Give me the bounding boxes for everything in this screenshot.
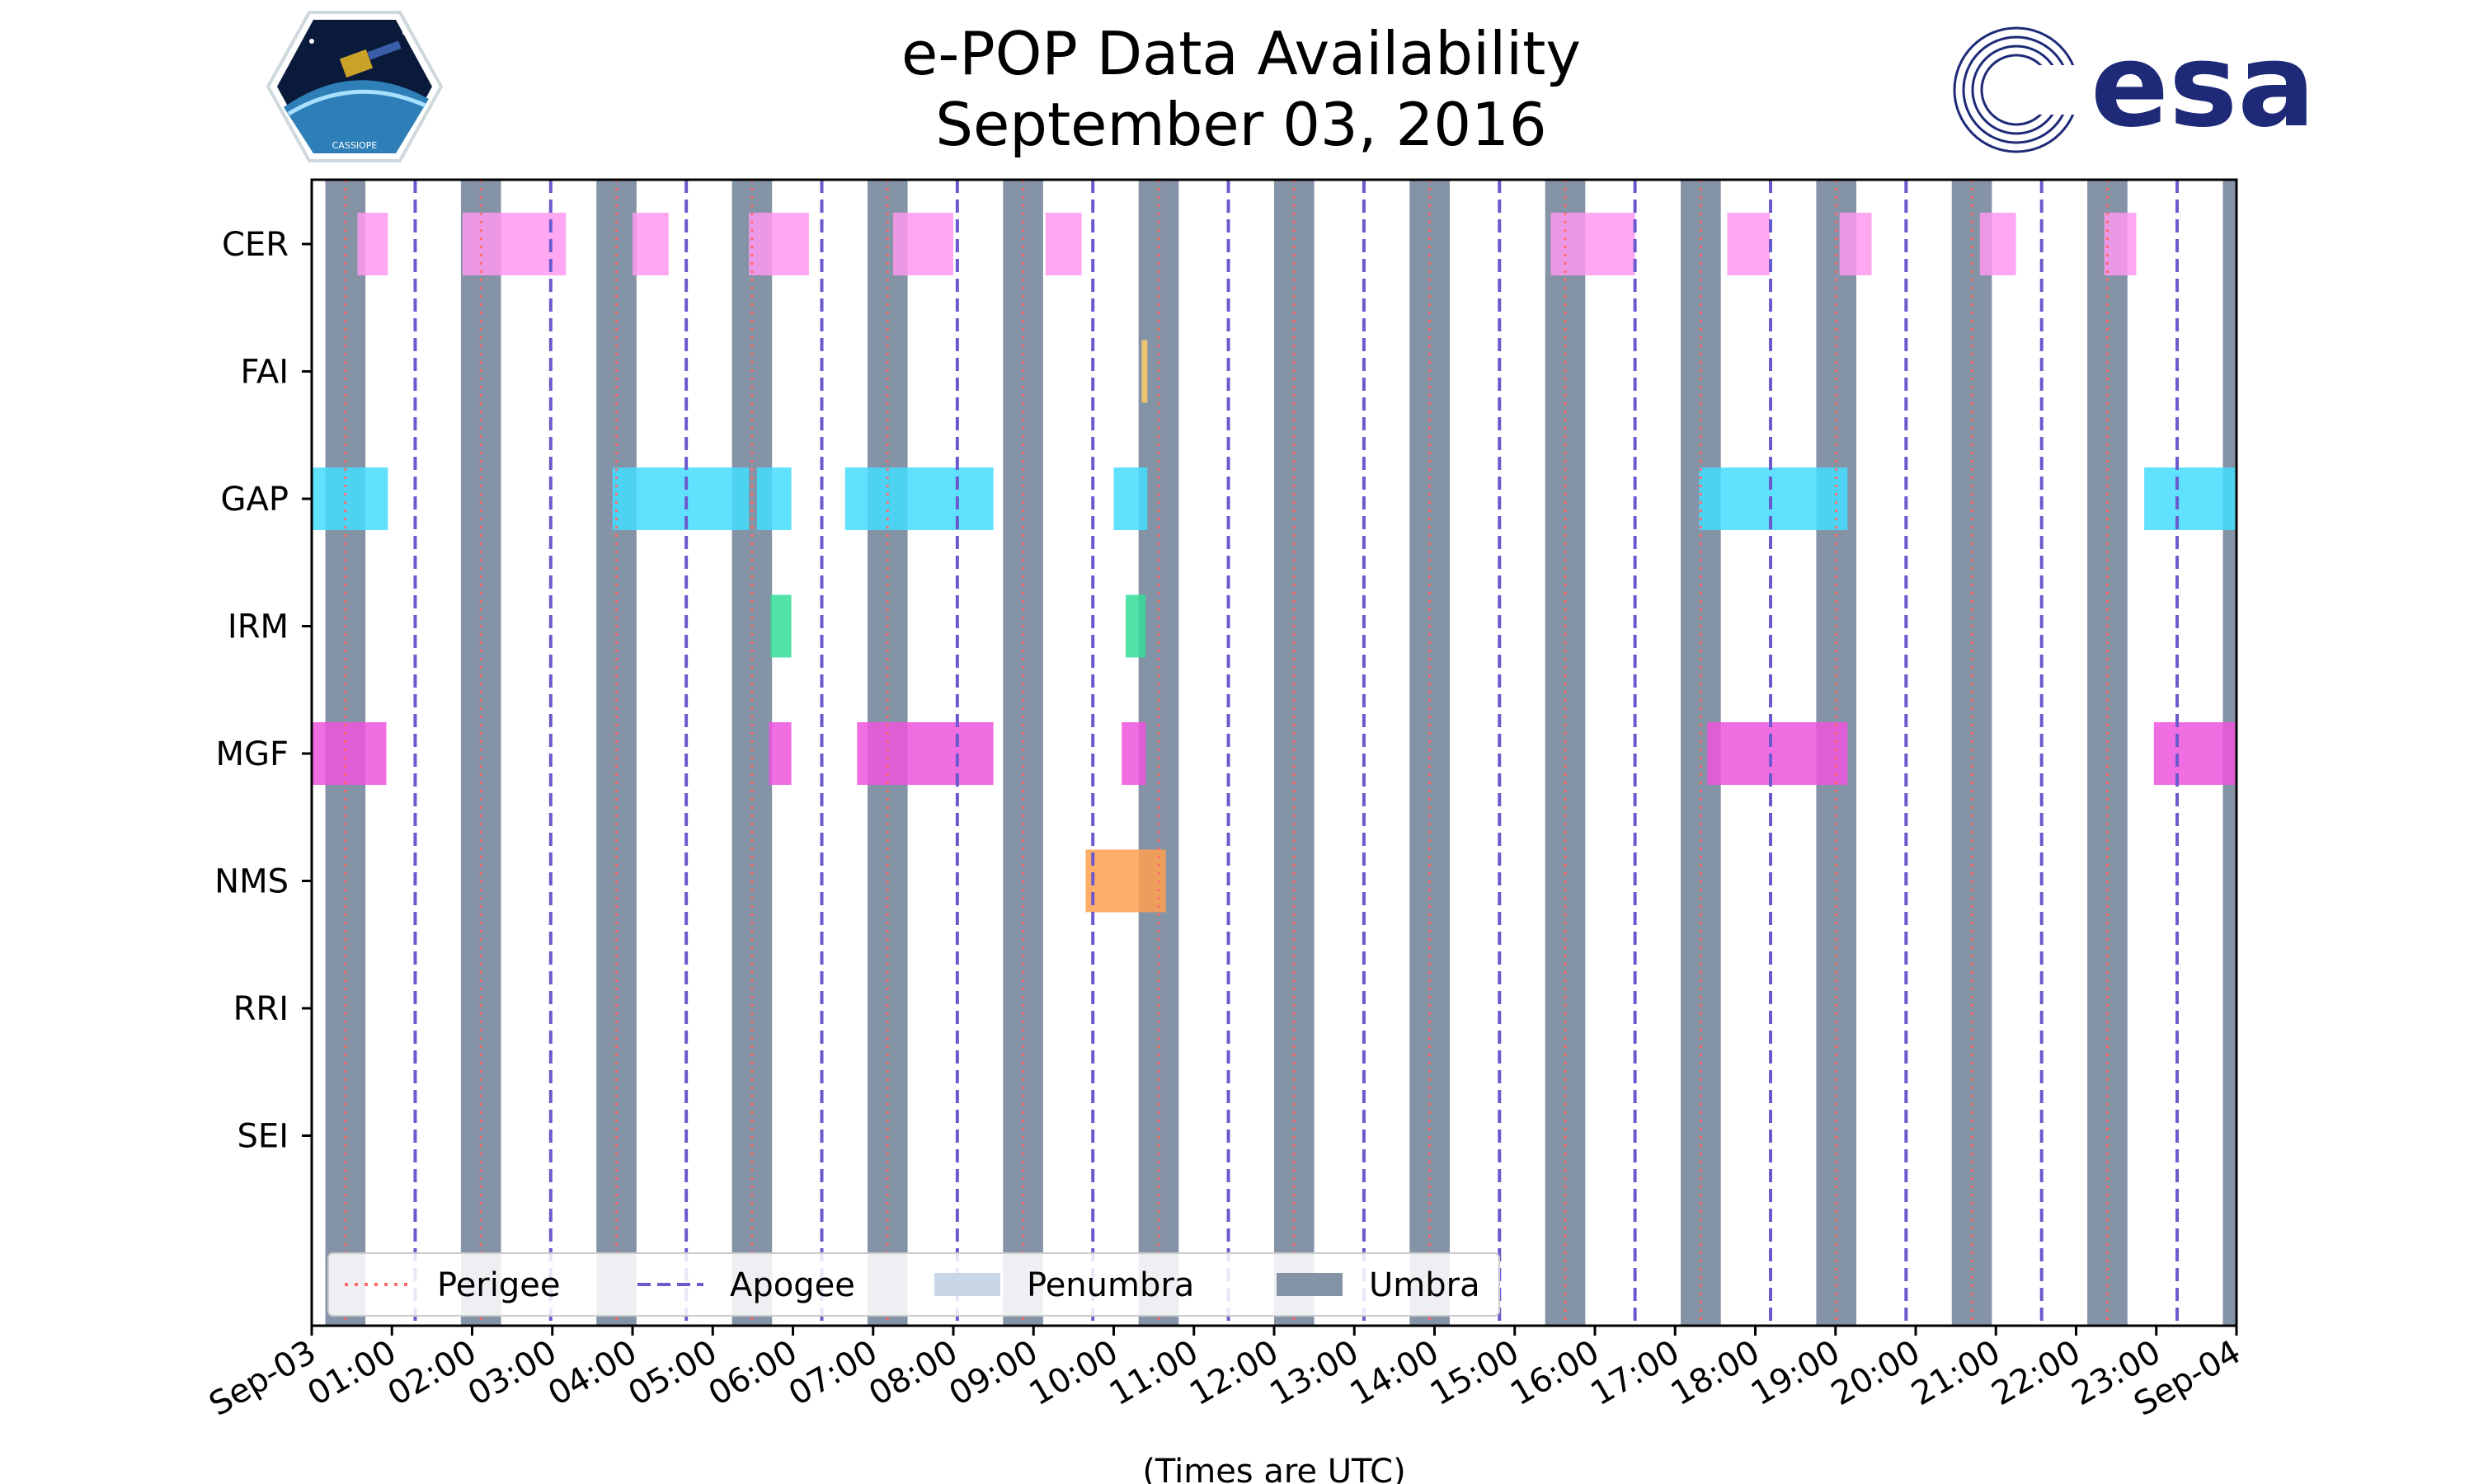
legend-label: Umbra: [1369, 1266, 1480, 1304]
x-tick-label: 17:00: [1584, 1333, 1686, 1413]
interval-nms: [1085, 849, 1166, 913]
x-tick-label: 21:00: [1905, 1333, 2006, 1413]
cassiope-logo-text: CASSIOPE: [332, 140, 378, 151]
x-tick-label: 09:00: [943, 1333, 1044, 1413]
interval-mgf: [1707, 722, 1848, 785]
interval-gap: [312, 467, 388, 530]
data-intervals: [312, 213, 2236, 913]
y-tick-label: CER: [222, 226, 289, 264]
chart-title: e-POP Data Availability September 03, 20…: [0, 18, 2474, 160]
x-tick-label: 05:00: [622, 1333, 723, 1413]
x-axis: Sep-0301:0002:0003:0004:0005:0006:0007:0…: [203, 1326, 2247, 1424]
interval-mgf: [312, 722, 387, 785]
x-tick-label: 20:00: [1825, 1333, 1926, 1413]
x-tick-label: 18:00: [1665, 1333, 1766, 1413]
legend-label: Apogee: [730, 1266, 855, 1304]
legend-penumbra-swatch: [934, 1273, 1000, 1296]
x-tick-label: 22:00: [1986, 1333, 2087, 1413]
chart-title-line1: e-POP Data Availability: [901, 19, 1581, 88]
interval-cer: [633, 213, 669, 275]
interval-mgf: [1122, 722, 1146, 785]
interval-gap: [1113, 467, 1148, 530]
x-tick-label: 02:00: [382, 1333, 483, 1413]
interval-cer: [1979, 213, 2016, 275]
interval-fai: [1141, 340, 1148, 403]
interval-gap: [612, 467, 750, 530]
x-axis-label: (Times are UTC): [1142, 1453, 1405, 1484]
y-axis: CER FAI GAP IRM MGF NMS RRI SEI: [214, 226, 312, 1156]
x-tick-label: 16:00: [1504, 1333, 1606, 1413]
legend-box: [327, 1252, 1500, 1317]
interval-cer: [1727, 213, 1771, 275]
y-tick-label: RRI: [233, 990, 289, 1028]
x-tick-label: 04:00: [542, 1333, 643, 1413]
x-tick-label: 07:00: [783, 1333, 884, 1413]
y-tick-label: FAI: [241, 354, 289, 392]
interval-cer: [893, 213, 953, 275]
x-tick-label: 06:00: [703, 1333, 804, 1413]
x-tick-label: 13:00: [1263, 1333, 1365, 1413]
interval-mgf: [769, 722, 792, 785]
legend[interactable]: Perigee Apogee Penumbra Umbra: [327, 1252, 1500, 1317]
interval-cer: [2104, 213, 2137, 275]
x-tick-label: 08:00: [863, 1333, 964, 1413]
x-tick-label: 10:00: [1023, 1333, 1125, 1413]
y-tick-label: NMS: [214, 863, 289, 901]
interval-gap: [1699, 467, 1848, 530]
legend-label: Penumbra: [1027, 1266, 1194, 1304]
interval-mgf: [2153, 722, 2236, 785]
x-tick-label: 15:00: [1424, 1333, 1526, 1413]
x-tick-label: 14:00: [1344, 1333, 1446, 1413]
interval-cer: [1550, 213, 1635, 275]
umbra-bands: [325, 180, 2236, 1326]
esa-logo-text: esa: [2091, 20, 2309, 153]
interval-cer: [1839, 213, 1872, 275]
esa-logo: esa: [1953, 20, 2309, 153]
x-tick-label: 19:00: [1745, 1333, 1846, 1413]
x-tick-label: 03:00: [462, 1333, 563, 1413]
legend-umbra-swatch: [1277, 1273, 1343, 1296]
orbit-lines: [344, 180, 2180, 1326]
chart-title-line2: September 03, 2016: [935, 90, 1547, 159]
interval-gap: [756, 467, 792, 530]
interval-cer: [749, 213, 809, 275]
x-tick-label: 11:00: [1103, 1333, 1205, 1413]
y-tick-label: IRM: [228, 608, 289, 646]
y-tick-label: MGF: [215, 735, 289, 773]
interval-mgf: [857, 722, 994, 785]
legend-label: Perigee: [437, 1266, 560, 1304]
interval-irm: [770, 594, 792, 658]
x-tick-label: 01:00: [301, 1333, 402, 1413]
y-tick-label: GAP: [221, 481, 289, 519]
y-tick-label: SEI: [238, 1118, 289, 1156]
interval-gap: [844, 467, 994, 530]
cassiope-logo: CASSIOPE: [266, 11, 444, 162]
interval-gap: [2144, 467, 2236, 530]
interval-irm: [1126, 594, 1146, 658]
x-tick-label: 12:00: [1183, 1333, 1285, 1413]
interval-cer: [357, 213, 388, 275]
interval-cer: [1045, 213, 1082, 275]
